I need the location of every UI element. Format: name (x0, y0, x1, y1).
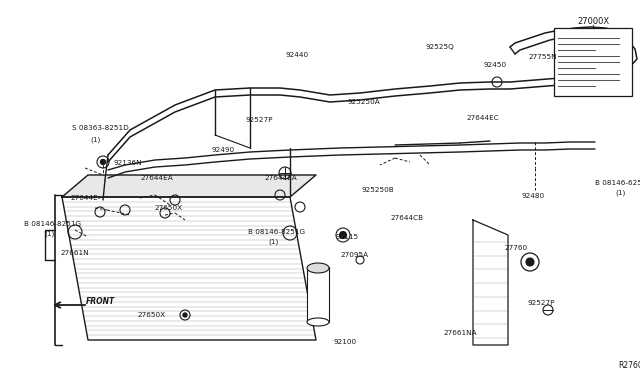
Polygon shape (62, 197, 316, 340)
Text: 27644EA: 27644EA (264, 175, 297, 181)
Text: (1): (1) (44, 231, 54, 237)
Text: 92527P: 92527P (528, 300, 556, 306)
Text: 27661N: 27661N (60, 250, 88, 256)
Text: (1): (1) (615, 190, 625, 196)
Text: 27095A: 27095A (340, 252, 368, 258)
Text: 27644CB: 27644CB (390, 215, 423, 221)
Text: FRONT: FRONT (86, 298, 115, 307)
Ellipse shape (307, 263, 329, 273)
Text: 92100: 92100 (333, 339, 356, 345)
Circle shape (339, 231, 346, 238)
Text: 27644E-: 27644E- (70, 195, 100, 201)
Text: S 08363-8251D: S 08363-8251D (72, 125, 129, 131)
Text: 92136N: 92136N (113, 160, 141, 166)
Polygon shape (62, 175, 316, 197)
Text: 92450: 92450 (484, 62, 507, 68)
Text: 27661NA: 27661NA (443, 330, 477, 336)
Text: 92115: 92115 (335, 234, 358, 240)
Text: 27650X: 27650X (137, 312, 165, 318)
Text: 27755N: 27755N (528, 54, 557, 60)
Text: 27644EC: 27644EC (466, 115, 499, 121)
Text: 92527P: 92527P (246, 117, 273, 123)
Text: 27760: 27760 (504, 245, 527, 251)
Text: B 08146-6252G: B 08146-6252G (595, 180, 640, 186)
Circle shape (607, 59, 613, 65)
Text: B 08146-8251G: B 08146-8251G (248, 229, 305, 235)
Circle shape (569, 49, 575, 55)
Ellipse shape (307, 318, 329, 326)
Text: 92525Q: 92525Q (426, 44, 455, 50)
Circle shape (526, 258, 534, 266)
Polygon shape (473, 220, 508, 345)
Bar (307, 267, 329, 322)
Text: (1): (1) (90, 137, 100, 143)
Text: 92440: 92440 (286, 52, 309, 58)
Text: 925250A: 925250A (347, 99, 380, 105)
Text: 92480: 92480 (521, 193, 544, 199)
Text: 92490: 92490 (212, 147, 235, 153)
Bar (554, 28, 632, 96)
Text: 27650X: 27650X (154, 205, 182, 211)
Text: R2760016: R2760016 (618, 360, 640, 369)
Circle shape (100, 160, 106, 164)
Circle shape (183, 313, 187, 317)
Text: (1): (1) (268, 239, 278, 245)
Text: 27644EA: 27644EA (140, 175, 173, 181)
Text: B 08146-8251G: B 08146-8251G (24, 221, 81, 227)
Text: 925250B: 925250B (362, 187, 395, 193)
Text: 27000X: 27000X (577, 17, 609, 26)
